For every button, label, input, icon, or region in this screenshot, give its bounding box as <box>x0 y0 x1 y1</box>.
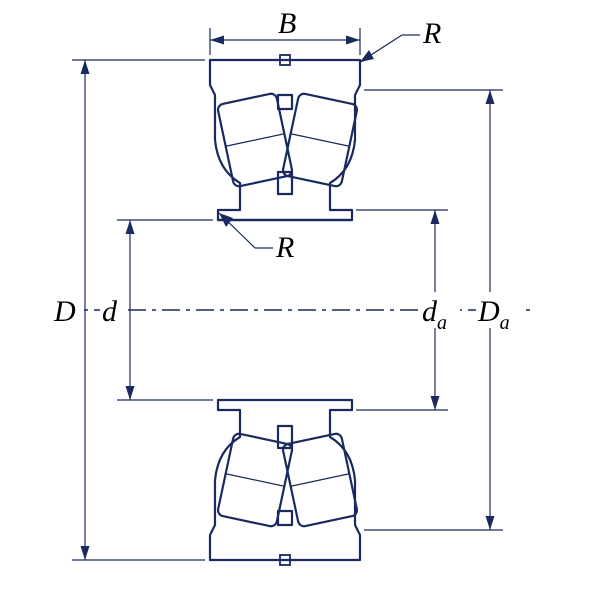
upper-half <box>210 55 370 220</box>
label-da-sub: a <box>437 312 447 334</box>
label-Da: D <box>477 295 500 328</box>
leader-R-outer: R <box>360 17 441 62</box>
bearing-cross-section-diagram: B R R D d <box>0 0 600 600</box>
label-D: D <box>53 295 76 328</box>
lower-half <box>210 400 360 565</box>
dim-B: B <box>210 7 360 55</box>
label-R-outer: R <box>422 17 441 50</box>
label-B: B <box>278 7 296 40</box>
label-da: d <box>422 295 438 328</box>
label-Da-sub: a <box>500 312 510 334</box>
label-R-inner: R <box>275 231 294 264</box>
label-d: d <box>102 295 118 328</box>
